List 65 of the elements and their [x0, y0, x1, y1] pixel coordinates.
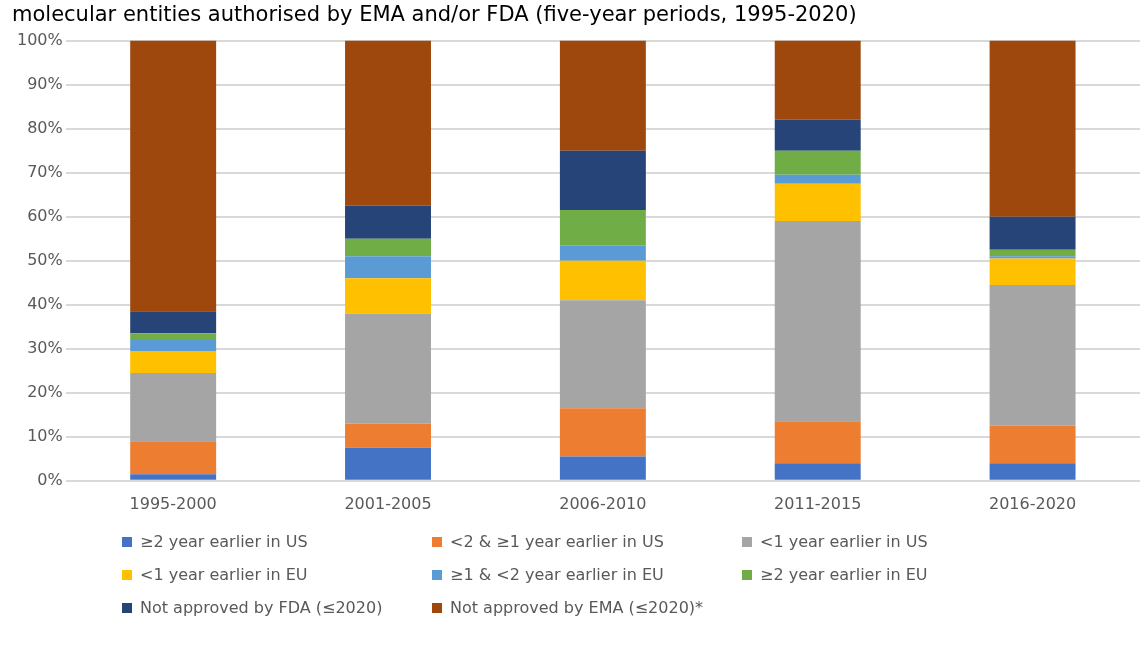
bar	[130, 350, 217, 373]
bar	[130, 441, 217, 475]
bar	[774, 174, 861, 184]
bar	[345, 423, 431, 448]
bar	[989, 258, 1076, 285]
bar	[559, 300, 646, 409]
bar	[774, 40, 861, 120]
y-tick-label: 100%	[16, 29, 63, 49]
bar	[774, 150, 861, 175]
bar	[345, 447, 431, 480]
bar	[559, 408, 646, 457]
y-tick-label: 90%	[27, 73, 63, 93]
bar	[345, 313, 431, 424]
y-tick-label: 80%	[27, 117, 63, 137]
legend-label: <1 year earlier in US	[760, 532, 928, 551]
bar	[345, 205, 431, 239]
x-tick-label: 1995-2000	[129, 493, 217, 513]
bar	[989, 40, 1076, 217]
legend-label: ≥2 year earlier in US	[140, 532, 308, 551]
bar	[989, 216, 1076, 250]
bar	[345, 278, 431, 314]
bar	[559, 260, 646, 301]
legend-label: <2 & ≥1 year earlier in US	[450, 532, 664, 551]
bar	[774, 463, 861, 480]
bar	[989, 284, 1076, 426]
legend-label: Not approved by FDA (≤2020)	[140, 598, 383, 617]
y-tick-label: 20%	[27, 381, 63, 401]
bar	[130, 333, 217, 340]
bar	[989, 249, 1076, 257]
y-tick-label: 40%	[27, 293, 63, 313]
bar	[130, 372, 217, 442]
bar	[559, 210, 646, 246]
bar	[989, 425, 1076, 464]
chart-title: molecular entities authorised by EMA and/or FDA (five-year periods, 1995-2020)	[11, 1, 858, 28]
bar	[130, 339, 217, 351]
bar	[130, 474, 217, 480]
y-tick-label: 70%	[27, 161, 63, 181]
legend-label: <1 year earlier in EU	[140, 565, 308, 584]
y-tick-label: 50%	[27, 249, 63, 269]
bar	[774, 183, 861, 222]
bar	[345, 40, 431, 206]
bar	[345, 256, 431, 279]
bar	[345, 238, 431, 257]
y-tick-label: 60%	[27, 205, 63, 225]
y-tick-label: 10%	[27, 425, 63, 445]
legend-label: Not approved by EMA (≤2020)*	[450, 598, 704, 617]
x-tick-label: 2006-2010	[559, 493, 647, 513]
bar	[130, 311, 217, 334]
bar	[130, 40, 217, 312]
bar	[989, 256, 1076, 259]
x-tick-label: 2011-2015	[774, 493, 862, 513]
x-tick-label: 2016-2020	[988, 493, 1077, 513]
bar	[774, 221, 861, 422]
x-tick-label: 2001-2005	[344, 493, 432, 513]
y-tick-label: 30%	[27, 337, 63, 357]
bar	[559, 150, 646, 211]
bar	[559, 40, 646, 151]
bar	[774, 421, 861, 464]
bar	[559, 245, 646, 261]
bar	[559, 456, 646, 480]
y-tick-label: 0%	[37, 469, 63, 489]
legend-label: ≥2 year earlier in EU	[760, 565, 928, 584]
bar	[989, 463, 1076, 480]
legend-label: ≥1 & <2 year earlier in EU	[450, 565, 664, 584]
bar	[774, 119, 861, 151]
